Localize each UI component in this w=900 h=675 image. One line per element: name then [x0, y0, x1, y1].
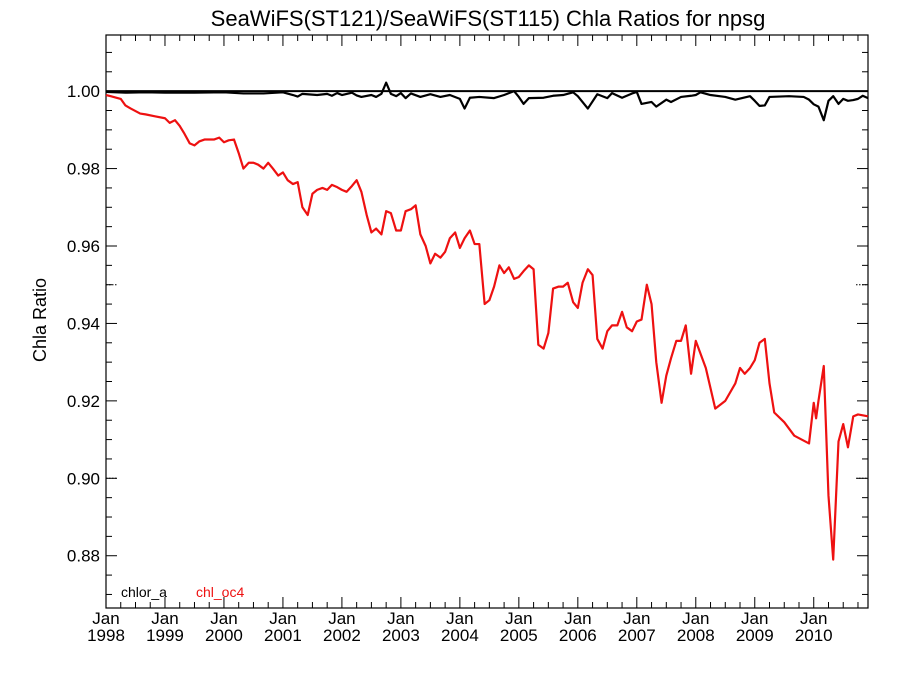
- x-tick-label-year: 2008: [677, 626, 715, 645]
- x-tick-label-month: Jan: [210, 609, 237, 628]
- x-tick-label-month: Jan: [328, 609, 355, 628]
- x-tick-label-month: Jan: [446, 609, 473, 628]
- chart-title: SeaWiFS(ST121)/SeaWiFS(ST115) Chla Ratio…: [211, 6, 766, 31]
- y-tick-label: 0.92: [67, 392, 100, 411]
- legend-entry-chlor-a: chlor_a: [121, 584, 167, 600]
- x-tick-label-year: 2009: [736, 626, 774, 645]
- y-tick-label: 0.88: [67, 547, 100, 566]
- x-tick-label-month: Jan: [269, 609, 296, 628]
- x-tick-label-year: 1999: [146, 626, 184, 645]
- x-tick-label-year: 2002: [323, 626, 361, 645]
- y-tick-label: 0.90: [67, 469, 100, 488]
- x-tick-label-year: 2005: [500, 626, 538, 645]
- series-line-chl-oc4: [105, 93, 869, 561]
- x-tick-label-month: Jan: [741, 609, 768, 628]
- x-tick-label-month: Jan: [151, 609, 178, 628]
- legend-entry-chl-oc4: chl_oc4: [196, 584, 244, 600]
- y-axis-label: Chla Ratio: [30, 278, 50, 362]
- x-tick-label-month: Jan: [623, 609, 650, 628]
- y-tick-label: 0.98: [67, 160, 100, 179]
- x-tick-label-year: 2003: [382, 626, 420, 645]
- x-tick-label-year: 1998: [87, 626, 125, 645]
- x-tick-label-year: 2007: [618, 626, 656, 645]
- x-tick-label-month: Jan: [505, 609, 532, 628]
- x-tick-label-month: Jan: [564, 609, 591, 628]
- y-tick-label: 0.94: [67, 314, 100, 333]
- x-tick-label-year: 2006: [559, 626, 597, 645]
- x-tick-label-month: Jan: [800, 609, 827, 628]
- y-tick-label: 0.96: [67, 237, 100, 256]
- plot-area: 0.880.900.920.940.960.981.00Jan1998Jan19…: [67, 34, 869, 645]
- plot-frame: [105, 34, 869, 609]
- x-tick-label-year: 2000: [205, 626, 243, 645]
- x-tick-label-year: 2001: [264, 626, 302, 645]
- series-line-chlor-a: [105, 81, 869, 122]
- x-tick-label-month: Jan: [682, 609, 709, 628]
- x-tick-label-month: Jan: [387, 609, 414, 628]
- x-tick-label-year: 2004: [441, 626, 479, 645]
- x-tick-label-month: Jan: [92, 609, 119, 628]
- y-tick-label: 1.00: [67, 82, 100, 101]
- x-tick-label-year: 2010: [795, 626, 833, 645]
